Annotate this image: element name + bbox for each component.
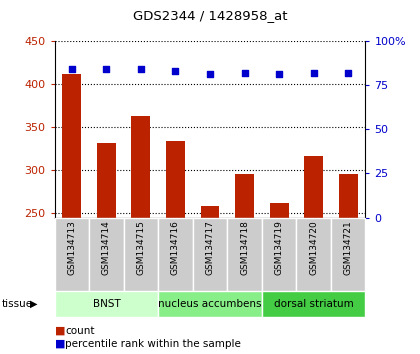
Text: GSM134715: GSM134715 [136,220,145,275]
Text: GSM134721: GSM134721 [344,220,353,275]
Bar [166,141,185,218]
Bar [262,291,365,317]
Text: GSM134717: GSM134717 [205,220,215,275]
Bar [235,174,254,218]
Text: ■: ■ [55,326,65,336]
Bar [97,143,116,218]
Text: percentile rank within the sample: percentile rank within the sample [65,339,241,349]
Bar [55,218,89,292]
Text: nucleus accumbens: nucleus accumbens [158,299,262,309]
Point [68,66,75,72]
Bar [89,218,123,292]
Point [345,70,352,75]
Bar [55,291,158,317]
Point [138,66,144,72]
Text: GSM134716: GSM134716 [171,220,180,275]
Point [276,72,282,77]
Text: ■: ■ [55,339,65,349]
Text: dorsal striatum: dorsal striatum [274,299,354,309]
Bar [262,218,297,292]
Bar [123,218,158,292]
Bar [227,218,262,292]
Point [172,68,179,74]
Text: GSM134719: GSM134719 [275,220,284,275]
Text: ▶: ▶ [30,299,38,309]
Bar [63,74,81,218]
Point [207,72,213,77]
Bar [270,203,289,218]
Text: GSM134714: GSM134714 [102,220,111,275]
Bar [158,218,193,292]
Bar [200,206,220,218]
Point [241,70,248,75]
Text: GDS2344 / 1428958_at: GDS2344 / 1428958_at [133,9,287,22]
Bar [331,218,365,292]
Point [103,66,110,72]
Bar [339,174,357,218]
Bar [297,218,331,292]
Point [310,70,317,75]
Text: count: count [65,326,94,336]
Bar [304,156,323,218]
Text: BNST: BNST [92,299,120,309]
Text: tissue: tissue [2,299,33,309]
Bar [158,291,262,317]
Bar [193,218,227,292]
Text: GSM134718: GSM134718 [240,220,249,275]
Bar [131,116,150,218]
Text: GSM134720: GSM134720 [309,220,318,275]
Text: GSM134713: GSM134713 [67,220,76,275]
